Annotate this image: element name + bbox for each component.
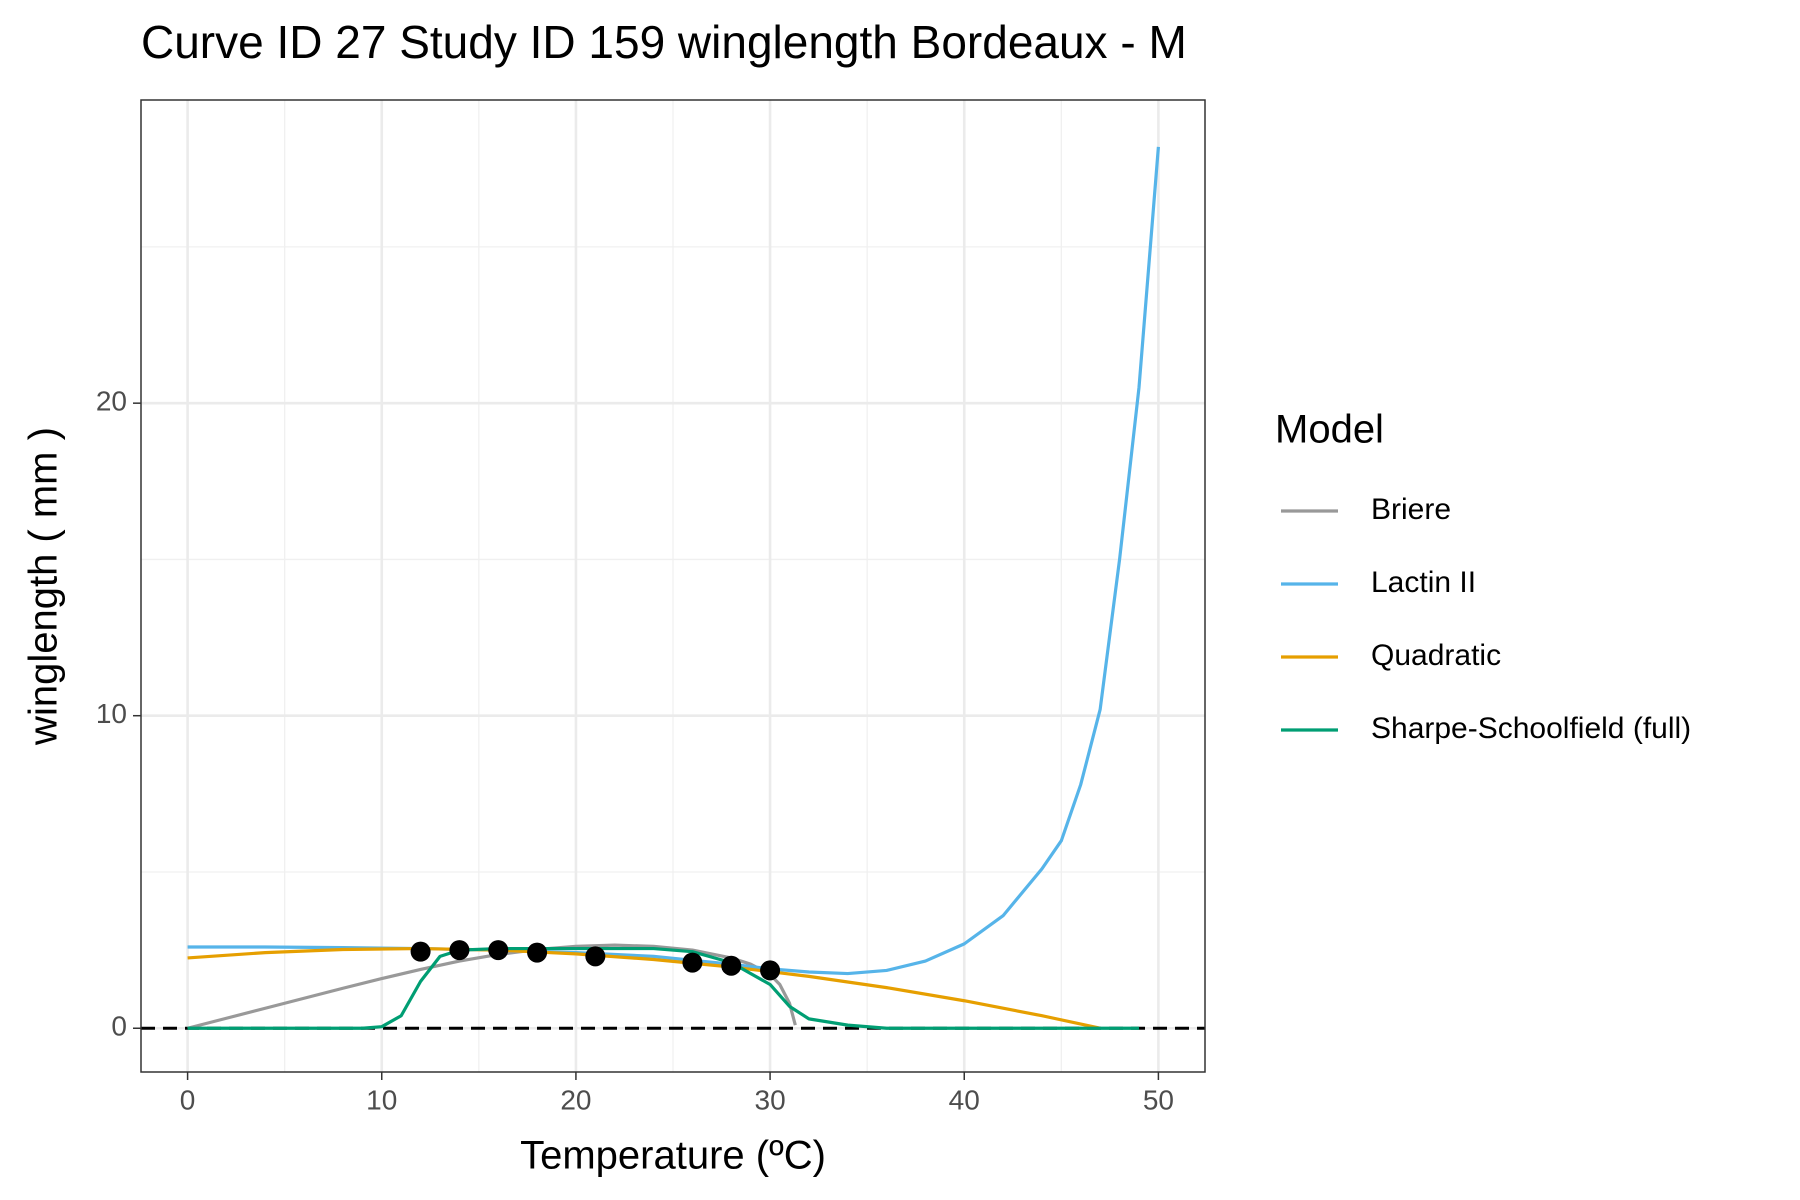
y-axis-title: winglength ( mm ) (22, 427, 66, 746)
data-point (585, 946, 606, 967)
panel-border (140, 99, 1206, 1073)
data-point (449, 940, 470, 961)
x-tick-label: 40 (949, 1084, 980, 1115)
data-point (721, 955, 742, 976)
data-point (527, 942, 548, 963)
chart-title: Curve ID 27 Study ID 159 winglength Bord… (141, 16, 1187, 68)
data-point (682, 952, 703, 973)
y-tick-label: 0 (111, 1011, 127, 1042)
series-line (187, 946, 1101, 1030)
legend-label: Quadratic (1371, 639, 1501, 672)
x-tick-label: 50 (1143, 1084, 1174, 1115)
data-point (410, 941, 431, 962)
legend-label: Lactin II (1371, 566, 1476, 599)
legend-label: Sharpe-Schoolfield (full) (1371, 712, 1691, 745)
y-tick-label: 20 (96, 386, 127, 417)
x-axis-title: Temperature (ºC) (520, 1134, 826, 1178)
y-tick-label: 10 (96, 698, 127, 729)
data-point (488, 940, 509, 961)
series-line (187, 946, 1139, 1030)
x-tick-label: 30 (755, 1084, 786, 1115)
data-point (760, 960, 781, 981)
x-tick-label: 10 (366, 1084, 397, 1115)
x-tick-label: 0 (180, 1084, 196, 1115)
legend-title: Model (1275, 408, 1384, 452)
x-tick-label: 20 (560, 1084, 591, 1115)
legend-label: Briere (1371, 493, 1451, 526)
